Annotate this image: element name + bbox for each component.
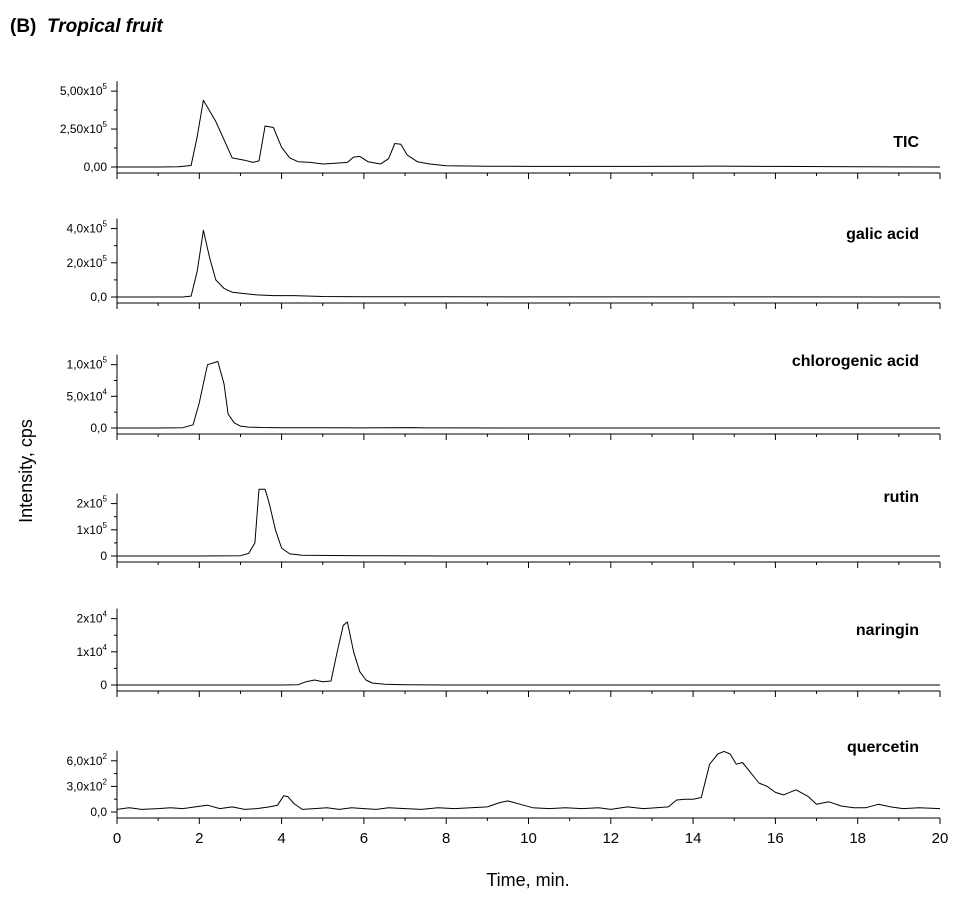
trace-rutin — [117, 488, 940, 557]
series-label-rutin: rutin — [883, 489, 919, 506]
x-axis-label: Time, min. — [486, 870, 569, 890]
x-tick-label: 12 — [602, 830, 619, 847]
y-tick-label: 6,0x102 — [67, 752, 108, 768]
panel-chlorogenic-acid: 0,0 5,0x104 1,0x105 chlorogenic acid — [67, 353, 941, 440]
x-tick-label: 14 — [685, 830, 702, 847]
y-tick-label: 0 — [100, 678, 107, 692]
figure-name: Tropical fruit — [46, 16, 163, 37]
series-label-chlorogenic-acid: chlorogenic acid — [792, 353, 919, 370]
trace-naringin — [117, 621, 940, 686]
y-tick-label: 0,0 — [90, 805, 107, 819]
y-tick-label: 1,0x105 — [67, 356, 108, 372]
x-tick-label: 2 — [195, 830, 203, 847]
y-tick-label: 0,0 — [90, 290, 107, 304]
y-tick-label: 0,00 — [84, 160, 108, 174]
trace-tic — [117, 99, 941, 168]
x-tick-label: 0 — [113, 830, 121, 847]
x-tick-label: 6 — [360, 830, 368, 847]
y-tick-label: 5,0x104 — [67, 387, 108, 403]
x-tick-label: 8 — [442, 830, 450, 847]
y-tick-label: 0 — [100, 549, 107, 563]
series-label-galic-acid: galic acid — [846, 226, 919, 243]
y-tick-label: 5,00x105 — [60, 82, 108, 98]
y-tick-label: 2x105 — [77, 495, 108, 511]
panel-rutin: 0 1x105 2x105 rutin — [77, 488, 941, 568]
y-tick-label: 1x104 — [77, 643, 108, 659]
trace-chlorogenic-acid — [117, 361, 940, 429]
y-tick-label: 2,50x105 — [60, 120, 108, 136]
panel-galic-acid: 0,0 2,0x105 4,0x105 galic acid — [67, 218, 941, 309]
y-tick-label: 3,0x102 — [67, 777, 108, 793]
x-tick-label: 20 — [932, 830, 949, 847]
series-label-tic: TIC — [893, 134, 919, 151]
x-tick-label: 10 — [520, 830, 537, 847]
figure-title: (B) Tropical fruit — [10, 16, 163, 38]
y-tick-label: 2,0x105 — [67, 254, 108, 270]
y-tick-label: 1x105 — [77, 521, 108, 537]
trace-quercetin — [116, 750, 941, 810]
x-tick-label: 18 — [849, 830, 866, 847]
x-tick-label: 4 — [277, 830, 285, 847]
series-label-naringin: naringin — [856, 622, 919, 639]
panel-quercetin: 0,0 3,0x102 6,0x102 quercetin — [67, 739, 941, 824]
panel-naringin: 0 1x104 2x104 naringin — [77, 608, 941, 697]
x-tick-label: 16 — [767, 830, 784, 847]
x-tick-labels: 0 2 4 6 8 10 12 14 16 18 20 — [113, 830, 949, 847]
y-tick-label: 4,0x105 — [67, 220, 108, 236]
panel-tic: 0,00 2,50x105 5,00x105 TIC — [60, 81, 941, 179]
series-label-quercetin: quercetin — [847, 739, 919, 756]
y-tick-label: 0,0 — [90, 421, 107, 435]
y-tick-label: 2x104 — [77, 610, 108, 626]
trace-galic-acid — [117, 229, 941, 298]
figure-label: (B) — [10, 16, 37, 37]
y-axis-label: Intensity, cps — [16, 419, 36, 523]
